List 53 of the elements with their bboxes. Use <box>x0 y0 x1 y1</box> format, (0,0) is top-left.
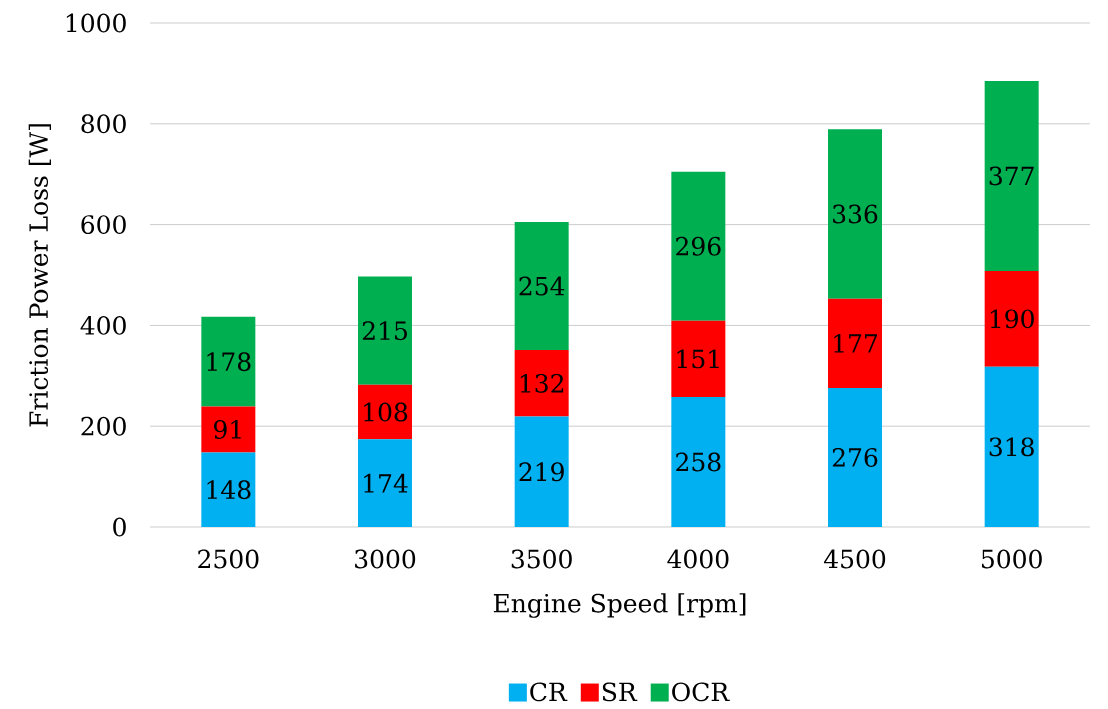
y-tick-label: 600 <box>81 215 126 235</box>
data-label: 336 <box>833 204 878 224</box>
bar <box>358 385 413 440</box>
bar <box>514 416 569 528</box>
bar <box>828 298 882 389</box>
y-axis-title: Friction Power Loss [W] <box>28 124 51 427</box>
bar <box>358 276 413 386</box>
legend-label: SR <box>602 682 638 702</box>
x-tick-label: 5000 <box>981 549 1042 569</box>
legend-label: CR <box>530 682 568 702</box>
y-tick-label: 1000 <box>66 13 126 33</box>
data-label: 254 <box>519 276 565 296</box>
bar <box>201 452 256 528</box>
data-label: 174 <box>364 474 408 493</box>
data-label: 276 <box>832 448 878 468</box>
data-label: 108 <box>364 402 408 422</box>
bar <box>358 439 413 528</box>
legend-label: OCR <box>672 682 730 702</box>
data-label: 296 <box>676 236 721 256</box>
bar <box>671 171 726 322</box>
y-tick-label: 800 <box>81 114 126 134</box>
x-axis-title: Engine Speed [rpm] <box>493 593 746 618</box>
y-tick-label: 0 <box>113 517 126 537</box>
y-tick-label: 200 <box>81 416 126 436</box>
data-label: 190 <box>990 309 1034 329</box>
data-label: 377 <box>989 166 1034 186</box>
y-tick-label: 400 <box>80 316 126 336</box>
bar <box>828 388 882 528</box>
bar <box>201 406 256 453</box>
x-tick-label: 4000 <box>667 549 729 569</box>
x-tick-label: 2500 <box>198 549 259 569</box>
data-label: 91 <box>214 420 241 440</box>
data-label: 132 <box>520 374 564 393</box>
bar <box>984 366 1039 528</box>
x-tick-label: 3000 <box>355 549 416 569</box>
bar <box>671 321 726 398</box>
data-label: 148 <box>207 480 251 500</box>
bar <box>201 316 256 407</box>
data-label: 178 <box>207 352 251 372</box>
data-label: 318 <box>989 437 1034 457</box>
bar <box>984 81 1039 272</box>
data-label: 151 <box>677 349 719 369</box>
bar <box>828 129 882 299</box>
bar <box>984 271 1039 367</box>
bar <box>514 350 569 417</box>
x-tick-label: 3500 <box>511 549 572 569</box>
data-label: 215 <box>362 321 407 341</box>
data-label: 219 <box>519 462 564 482</box>
bar <box>514 222 569 351</box>
x-tick-label: 4500 <box>823 549 886 569</box>
data-label: 258 <box>676 452 721 472</box>
data-label: 177 <box>834 334 878 353</box>
bar <box>671 397 726 528</box>
